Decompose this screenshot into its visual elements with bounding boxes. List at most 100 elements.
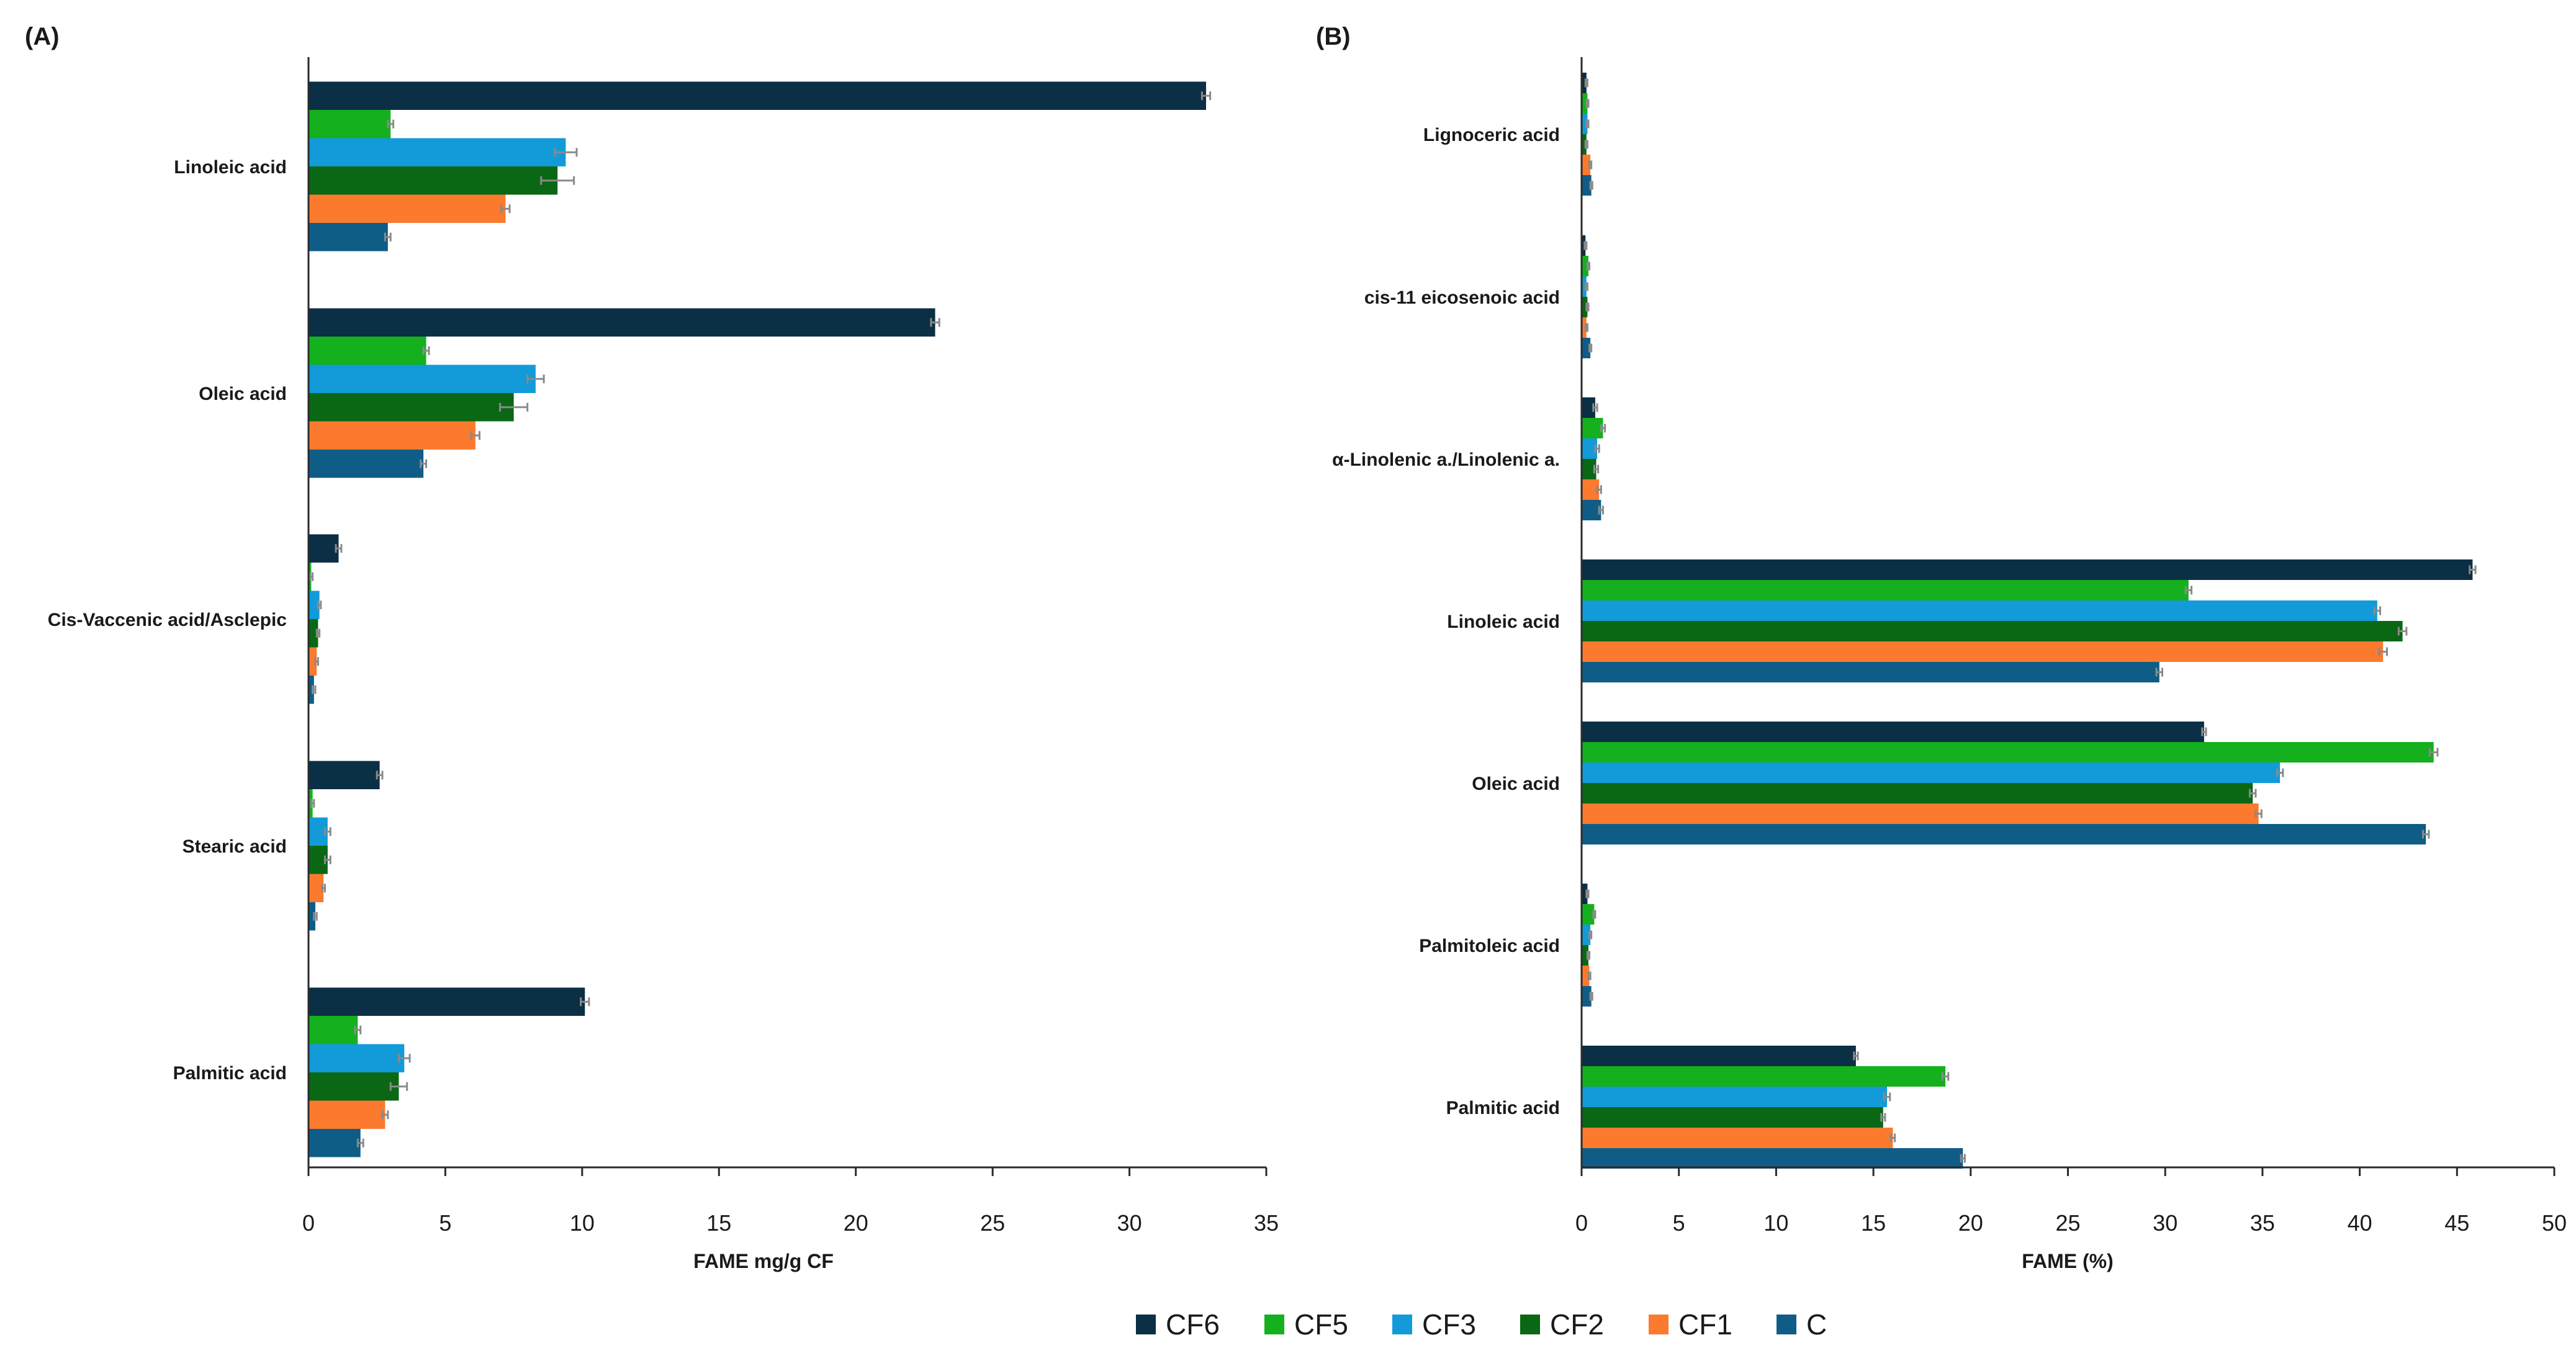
bar-cf6-palmitic-acid	[308, 987, 585, 1016]
error-bar-cf6-linolenic-a-linolenic-a	[1592, 403, 1598, 412]
bar-cf2-cis-vaccenic-acid-asclepic	[308, 619, 318, 648]
bar-cf3-lignoceric-acid	[1582, 114, 1588, 134]
error-bar-cf1-oleic-acid	[470, 431, 481, 440]
error-bar-cf3-oleic-acid	[526, 374, 545, 384]
error-bar-c-linoleic-acid	[384, 232, 392, 242]
error-bar-cf5-lignoceric-acid	[1585, 99, 1590, 108]
error-bar-cf3-oleic-acid	[2276, 768, 2284, 777]
x-tick-label: 25	[980, 1210, 1005, 1236]
bar-cf2-linoleic-acid	[1582, 621, 2403, 641]
bar-c-oleic-acid	[308, 450, 424, 478]
bar-cf2-linoleic-acid	[308, 166, 558, 195]
bar-c-palmitoleic-acid	[1582, 986, 1592, 1007]
x-tick-label: 35	[2250, 1210, 2275, 1236]
bar-cf1-palmitic-acid	[308, 1100, 385, 1129]
error-bar-c-palmitoleic-acid	[1589, 992, 1593, 1001]
bar-cf1-cis-11-eicosenoic-acid	[1582, 317, 1587, 338]
error-bar-cf1-oleic-acid	[2254, 809, 2263, 818]
bar-cf3-palmitic-acid	[1582, 1087, 1888, 1107]
error-bar-c-linoleic-acid	[2155, 668, 2163, 677]
error-bar-c-stearic-acid	[313, 912, 318, 921]
error-bar-cf5-palmitic-acid	[1941, 1072, 1950, 1081]
bar-cf1-palmitoleic-acid	[1582, 966, 1590, 986]
category-label-lignoceric-acid: Lignoceric acid	[1423, 125, 1560, 145]
x-tick-label: 0	[302, 1210, 315, 1236]
x-tick-label: 30	[2153, 1210, 2177, 1236]
bar-cf5-palmitoleic-acid	[1582, 904, 1595, 925]
panel-label: (A)	[25, 23, 60, 50]
bar-cf6-lignoceric-acid	[1582, 73, 1587, 93]
bar-cf1-oleic-acid	[308, 421, 475, 450]
error-bar-cf6-stearic-acid	[376, 771, 384, 780]
error-bar-cf6-cis-11-eicosenoic-acid	[1583, 241, 1588, 250]
x-tick-label: 15	[1861, 1210, 1886, 1236]
x-axis-title: FAME (%)	[2022, 1250, 2114, 1272]
bar-cf6-linoleic-acid	[1582, 559, 2473, 580]
bar-cf6-linolenic-a-linolenic-a	[1582, 397, 1595, 418]
error-bar-cf1-cis-11-eicosenoic-acid	[1584, 323, 1588, 332]
legend-label-cf3: CF3	[1422, 1308, 1476, 1341]
error-bar-cf2-palmitoleic-acid	[1586, 951, 1591, 960]
bar-cf1-cis-vaccenic-acid-asclepic	[308, 647, 317, 676]
error-bar-cf6-cis-vaccenic-acid-asclepic	[335, 544, 343, 553]
error-bar-cf5-oleic-acid	[2428, 748, 2439, 757]
x-tick-label: 15	[706, 1210, 731, 1236]
bar-c-oleic-acid	[1582, 824, 2426, 844]
panel-label: (B)	[1316, 23, 1351, 50]
panel-a: (A) Linoleic acid Oleic acid Cis-Vaccenic a…	[25, 23, 1279, 1272]
error-bar-cf1-palmitoleic-acid	[1587, 971, 1592, 980]
error-bar-cf1-palmitic-acid	[1889, 1133, 1896, 1143]
error-bar-cf6-linoleic-acid	[1200, 91, 1212, 101]
legend-label-c: C	[1806, 1308, 1827, 1341]
category-label-linolenic-a-linolenic-a: α-Linolenic a./Linolenic a.	[1332, 450, 1560, 470]
error-bar-cf2-cis-11-eicosenoic-acid	[1585, 302, 1590, 312]
error-bar-c-oleic-acid	[420, 459, 428, 468]
error-bar-cf5-stearic-acid	[310, 799, 315, 808]
error-bar-c-oleic-acid	[2421, 830, 2430, 839]
x-tick-label: 0	[1575, 1210, 1588, 1236]
panel-b: (B) Lignoceric acid cis-11 eicosenoic acid…	[1316, 23, 2567, 1272]
error-bar-cf5-palmitoleic-acid	[1592, 910, 1596, 919]
bar-cf3-cis-11-eicosenoic-acid	[1582, 276, 1587, 297]
bar-c-cis-vaccenic-acid-asclepic	[308, 676, 314, 704]
error-bar-cf2-linoleic-acid	[540, 176, 575, 185]
bar-cf5-linolenic-a-linolenic-a	[1582, 418, 1603, 438]
bar-cf2-lignoceric-acid	[1582, 134, 1587, 155]
legend-label-cf5: CF5	[1294, 1308, 1348, 1341]
bar-cf5-palmitic-acid	[1582, 1066, 1946, 1087]
legend-swatch-cf6	[1136, 1315, 1156, 1334]
error-bar-cf6-oleic-acid	[930, 318, 940, 327]
category-label-palmitic-acid: Palmitic acid	[173, 1063, 287, 1084]
x-tick-label: 10	[570, 1210, 595, 1236]
bar-cf6-palmitoleic-acid	[1582, 884, 1588, 904]
error-bar-cf5-cis-11-eicosenoic-acid	[1586, 261, 1591, 271]
bar-cf3-linoleic-acid	[1582, 600, 2377, 621]
x-tick-label: 20	[844, 1210, 868, 1236]
error-bar-cf3-linolenic-a-linolenic-a	[1594, 444, 1600, 453]
bar-cf2-palmitic-acid	[308, 1072, 399, 1101]
bar-cf5-linoleic-acid	[1582, 580, 2189, 600]
error-bar-cf5-oleic-acid	[422, 346, 430, 355]
error-bar-cf6-palmitoleic-acid	[1585, 889, 1590, 899]
category-label-palmitic-acid: Palmitic acid	[1446, 1098, 1560, 1118]
bar-cf3-cis-vaccenic-acid-asclepic	[308, 591, 320, 619]
error-bar-c-palmitic-acid	[1960, 1154, 1966, 1163]
category-label-linoleic-acid: Linoleic acid	[1447, 612, 1560, 632]
bar-c-linoleic-acid	[308, 223, 388, 251]
error-bar-c-lignoceric-acid	[1589, 181, 1593, 190]
bar-cf5-palmitic-acid	[308, 1016, 358, 1044]
x-tick-label: 25	[2055, 1210, 2080, 1236]
error-bar-cf1-linolenic-a-linolenic-a	[1596, 485, 1602, 494]
bar-cf1-linoleic-acid	[308, 194, 506, 223]
bar-cf6-oleic-acid	[308, 308, 935, 337]
bar-cf2-oleic-acid	[308, 393, 514, 422]
bar-cf5-lignoceric-acid	[1582, 93, 1588, 114]
bar-cf2-cis-11-eicosenoic-acid	[1582, 297, 1588, 317]
bar-c-palmitic-acid	[308, 1129, 361, 1157]
bar-cf3-palmitoleic-acid	[1582, 925, 1591, 945]
bar-cf1-oleic-acid	[1582, 803, 2259, 824]
error-bar-c-cis-11-eicosenoic-acid	[1588, 343, 1593, 353]
error-bar-cf5-linoleic-acid	[387, 119, 395, 129]
bar-cf6-cis-11-eicosenoic-acid	[1582, 235, 1586, 256]
